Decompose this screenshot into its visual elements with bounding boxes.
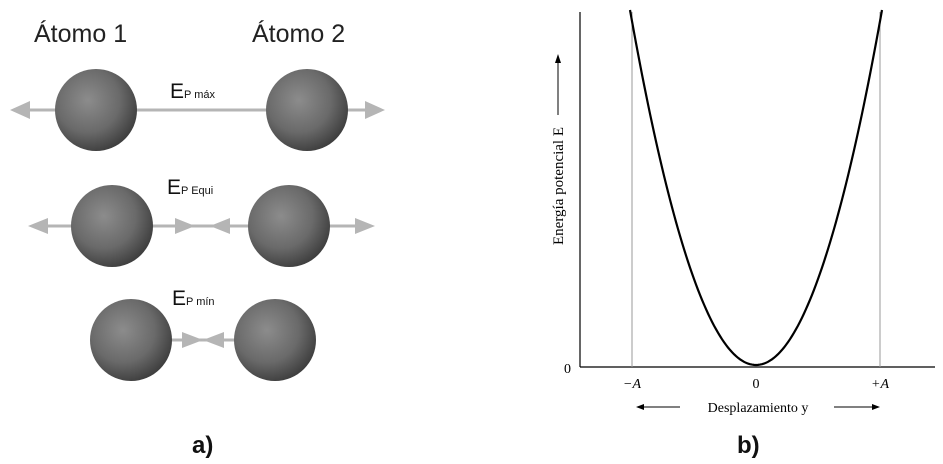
ep-max-label: EP máx [170, 80, 215, 103]
arrow-inward-left-icon [203, 332, 224, 348]
arrow-right-icon [355, 218, 375, 234]
atom2-title: Átomo 2 [252, 20, 346, 48]
atom-2-sphere [248, 185, 330, 267]
atoms-diagram [10, 69, 385, 381]
atom1-title: Átomo 1 [34, 20, 128, 48]
arrow-inward-right-icon [182, 332, 203, 348]
arrow-left-icon [636, 404, 644, 410]
arrow-right-icon [365, 101, 385, 119]
row-ep-max [10, 69, 385, 151]
atom-1-sphere [71, 185, 153, 267]
atom-2-sphere [266, 69, 348, 151]
atom-1-sphere [90, 299, 172, 381]
panel-b-label: b) [737, 432, 760, 459]
row-ep-equi [28, 185, 375, 267]
row-ep-min [90, 299, 316, 381]
arrow-inward-left-icon [210, 218, 230, 234]
arrow-left-icon [28, 218, 48, 234]
arrow-inward-right-icon [175, 218, 195, 234]
ep-equi-label: EP Equi [167, 176, 214, 199]
arrow-up-icon [555, 54, 561, 63]
panel-a-label: a) [192, 432, 214, 459]
x-tick-label: −A [623, 377, 641, 392]
x-axis-label: Desplazamiento y [708, 401, 809, 416]
x-tick-label: 0 [753, 377, 760, 392]
arrow-right-icon [872, 404, 880, 410]
potential-curve [628, 9, 884, 367]
atom-2-sphere [234, 299, 316, 381]
x-tick-label: +A [871, 377, 889, 392]
y-axis-label: Energía potencial E [551, 127, 567, 245]
ep-min-label: EP mín [172, 287, 215, 310]
y-tick-label: 0 [564, 362, 571, 377]
atom-1-sphere [55, 69, 137, 151]
arrow-left-icon [10, 101, 30, 119]
